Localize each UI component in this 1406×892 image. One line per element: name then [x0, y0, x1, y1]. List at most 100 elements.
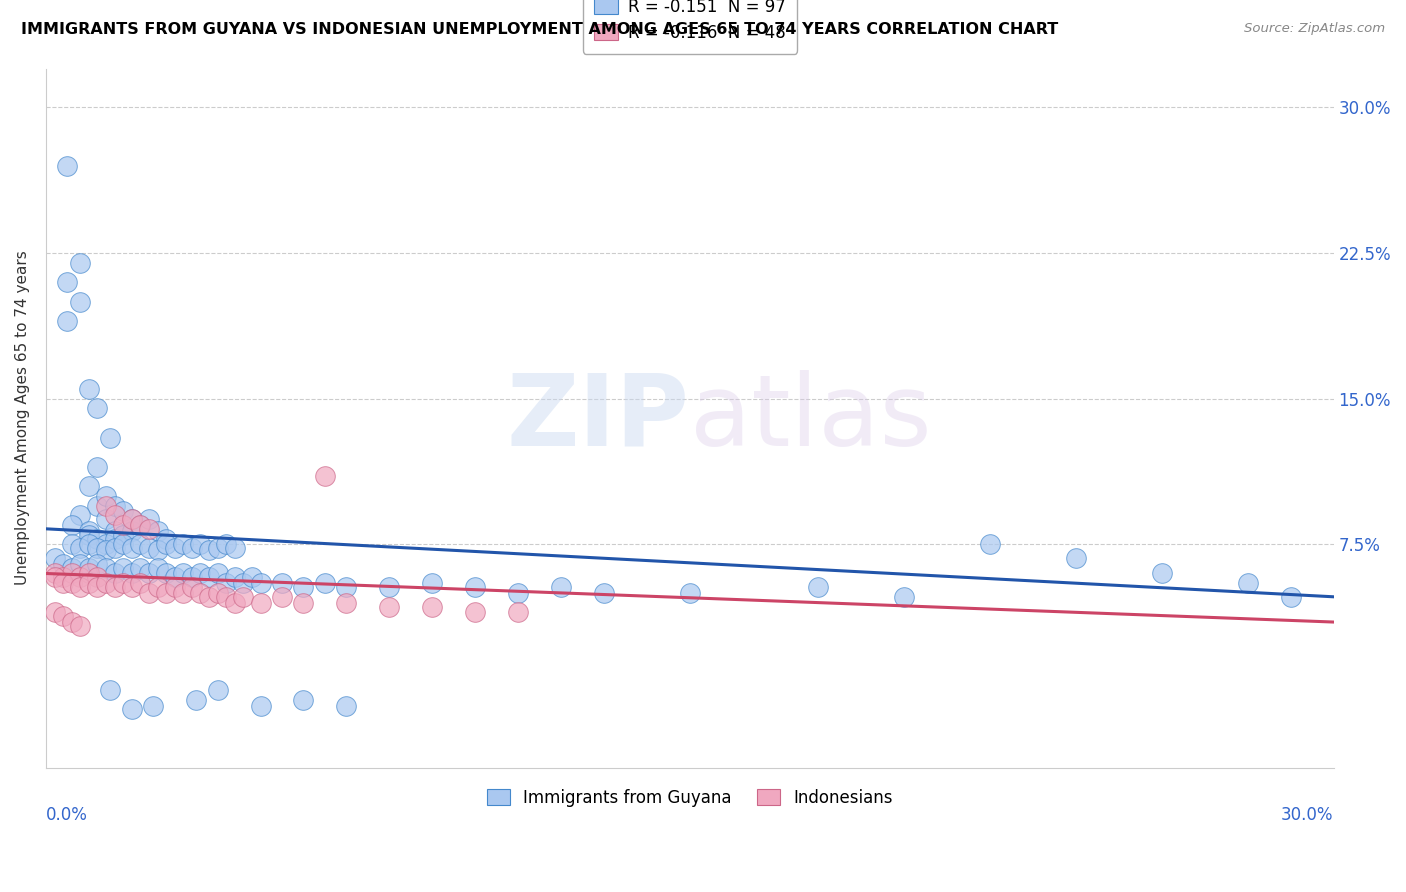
Point: [121, 580, 143, 594]
Point: [215, 590, 238, 604]
Point: [86, 532, 108, 546]
Point: [98, 683, 121, 698]
Point: [335, 698, 357, 713]
Point: [77, 566, 100, 581]
Point: [77, 560, 100, 574]
Point: [146, 560, 169, 574]
Point: [172, 537, 194, 551]
Point: [56, 314, 79, 328]
Point: [420, 599, 443, 614]
Point: [593, 586, 616, 600]
Point: [86, 557, 108, 571]
Point: [121, 512, 143, 526]
Point: [104, 532, 127, 546]
Point: [129, 537, 152, 551]
Point: [129, 576, 152, 591]
Point: [86, 459, 108, 474]
Point: [121, 524, 143, 538]
Point: [56, 275, 79, 289]
Point: [138, 522, 160, 536]
Point: [207, 566, 229, 581]
Point: [506, 586, 529, 600]
Point: [420, 576, 443, 591]
Point: [44, 605, 66, 619]
Point: [94, 512, 117, 526]
Point: [292, 596, 315, 610]
Point: [335, 580, 357, 594]
Point: [198, 570, 221, 584]
Point: [215, 537, 238, 551]
Point: [112, 560, 135, 574]
Y-axis label: Unemployment Among Ages 65 to 74 years: Unemployment Among Ages 65 to 74 years: [15, 251, 30, 585]
Point: [146, 580, 169, 594]
Point: [224, 541, 246, 556]
Point: [77, 382, 100, 396]
Point: [155, 532, 177, 546]
Point: [60, 537, 83, 551]
Point: [94, 560, 117, 574]
Point: [207, 586, 229, 600]
Point: [69, 508, 91, 523]
Point: [94, 499, 117, 513]
Point: [893, 590, 915, 604]
Point: [979, 537, 1001, 551]
Text: 0.0%: 0.0%: [46, 806, 87, 824]
Point: [77, 576, 100, 591]
Point: [146, 543, 169, 558]
Point: [186, 692, 208, 706]
Point: [138, 586, 160, 600]
Point: [69, 580, 91, 594]
Point: [190, 566, 212, 581]
Point: [163, 580, 186, 594]
Point: [155, 537, 177, 551]
Point: [104, 499, 127, 513]
Point: [104, 566, 127, 581]
Point: [121, 541, 143, 556]
Point: [69, 294, 91, 309]
Point: [138, 566, 160, 581]
Point: [146, 524, 169, 538]
Point: [172, 566, 194, 581]
Point: [129, 560, 152, 574]
Point: [292, 692, 315, 706]
Point: [121, 512, 143, 526]
Point: [86, 401, 108, 416]
Point: [44, 551, 66, 566]
Point: [77, 537, 100, 551]
Point: [52, 557, 75, 571]
Point: [44, 570, 66, 584]
Point: [129, 517, 152, 532]
Point: [77, 527, 100, 541]
Point: [1236, 576, 1258, 591]
Text: 30.0%: 30.0%: [1281, 806, 1333, 824]
Point: [60, 576, 83, 591]
Point: [550, 580, 572, 594]
Point: [52, 576, 75, 591]
Point: [378, 580, 401, 594]
Point: [94, 537, 117, 551]
Point: [314, 469, 336, 483]
Point: [129, 517, 152, 532]
Point: [207, 541, 229, 556]
Point: [86, 580, 108, 594]
Point: [249, 698, 271, 713]
Point: [249, 576, 271, 591]
Point: [56, 159, 79, 173]
Point: [60, 560, 83, 574]
Point: [155, 586, 177, 600]
Point: [98, 431, 121, 445]
Point: [163, 570, 186, 584]
Point: [142, 698, 165, 713]
Point: [112, 504, 135, 518]
Point: [121, 566, 143, 581]
Point: [112, 527, 135, 541]
Point: [464, 580, 486, 594]
Point: [180, 570, 202, 584]
Point: [180, 580, 202, 594]
Point: [190, 586, 212, 600]
Text: ZIP: ZIP: [508, 369, 690, 467]
Point: [163, 541, 186, 556]
Point: [69, 570, 91, 584]
Point: [44, 566, 66, 581]
Point: [190, 537, 212, 551]
